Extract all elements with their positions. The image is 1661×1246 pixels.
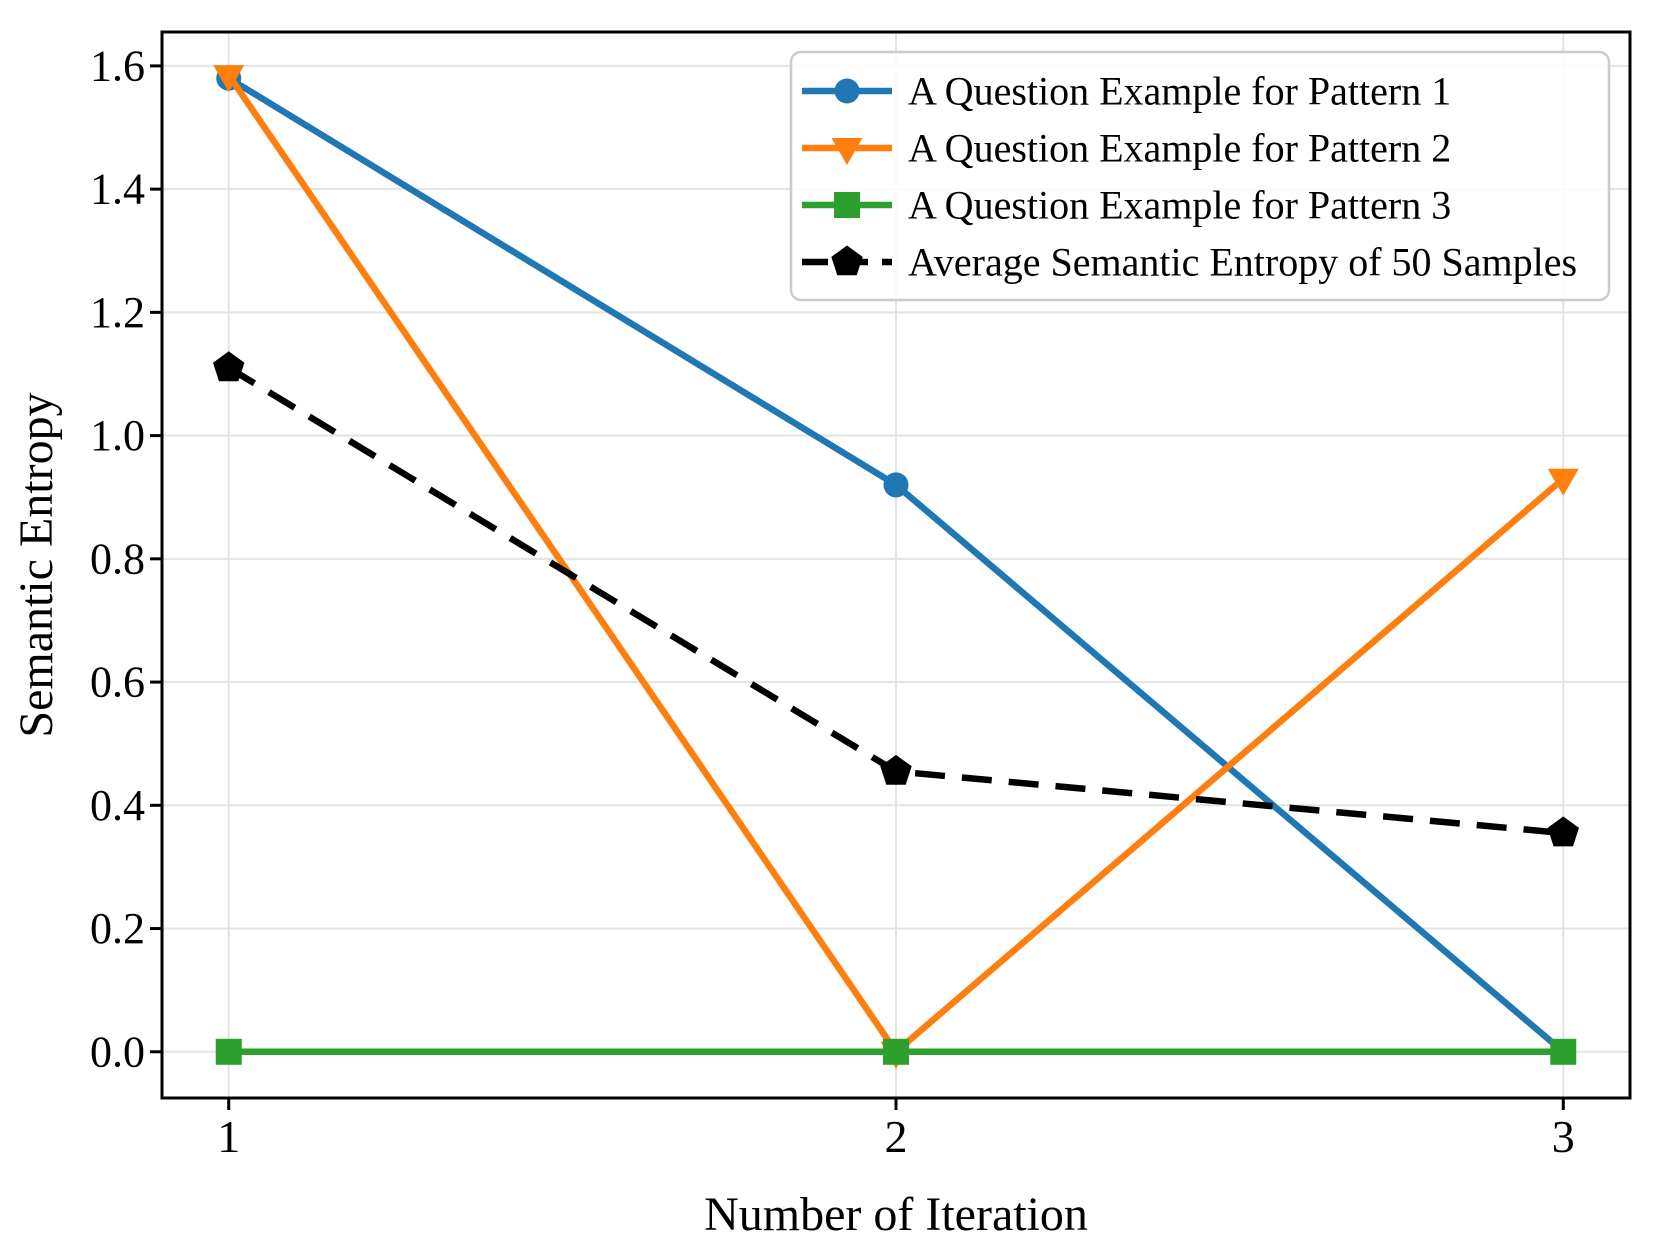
y-tick-label: 1.0 [90, 411, 145, 460]
y-tick-label: 0.4 [90, 781, 145, 830]
legend-label: A Question Example for Pattern 3 [908, 183, 1451, 228]
pentagon-marker [213, 351, 245, 382]
legend-box [789, 50, 1611, 302]
y-tick-label: 1.6 [90, 41, 145, 90]
y-axis-label: Semantic Entropy [10, 392, 63, 737]
legend-label: Average Semantic Entropy of 50 Samples [908, 240, 1577, 285]
y-tick-label: 0.8 [90, 534, 145, 583]
y-tick-label: 1.2 [90, 288, 145, 337]
triangle-down-marker [1547, 468, 1579, 496]
x-tick-label: 2 [885, 1111, 908, 1162]
square-marker [883, 1038, 909, 1065]
legend-label: A Question Example for Pattern 1 [908, 69, 1451, 114]
y-tick-label: 0.0 [90, 1027, 145, 1076]
pentagon-marker [1547, 816, 1579, 847]
square-marker [215, 1038, 242, 1065]
x-tick-label: 3 [1552, 1111, 1575, 1162]
y-tick-label: 0.6 [90, 658, 145, 707]
square-marker [1550, 1038, 1577, 1065]
y-tick-label: 0.2 [90, 904, 145, 953]
x-axis-label: Number of Iteration [704, 1188, 1088, 1241]
legend-label: A Question Example for Pattern 2 [908, 126, 1451, 171]
circle-marker [883, 472, 909, 498]
x-tick-label: 1 [217, 1111, 240, 1162]
pentagon-marker [880, 754, 912, 785]
legend-square-marker [834, 192, 860, 218]
legend-triangle-down-marker [831, 138, 863, 165]
legend-pentagon-marker [831, 245, 863, 276]
y-tick-label: 1.4 [90, 165, 145, 214]
legend-circle-marker [834, 78, 860, 104]
triangle-down-marker [213, 65, 245, 93]
